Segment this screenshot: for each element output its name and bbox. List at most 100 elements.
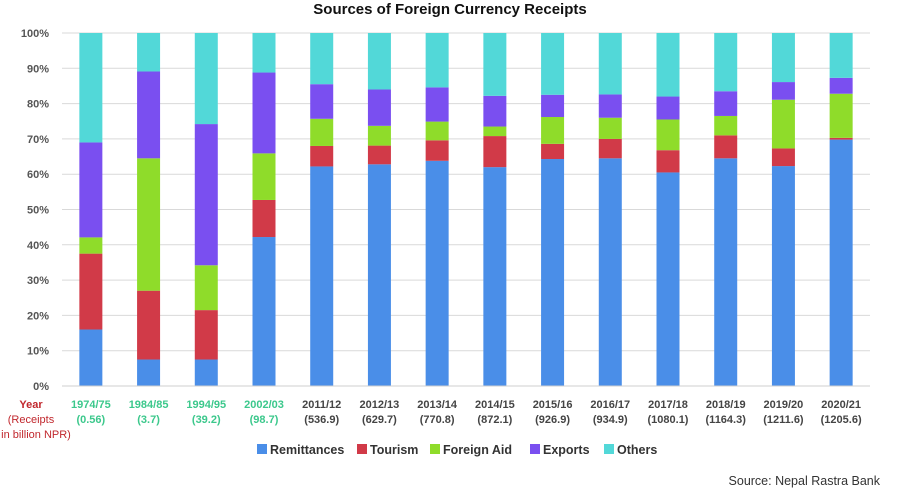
- bar-segment-remittances: [483, 167, 507, 386]
- legend-label: Others: [617, 443, 657, 457]
- bar-segment-exports: [137, 71, 161, 159]
- bar-segment-foreign-aid: [541, 117, 565, 144]
- bar-segment-others: [137, 33, 161, 72]
- y-tick-label: 100%: [21, 28, 49, 40]
- x-tick-receipts: (872.1): [477, 414, 512, 426]
- bar-segment-others: [194, 33, 218, 125]
- bar-segment-exports: [714, 91, 738, 116]
- x-tick-label: 2013/14: [417, 399, 458, 411]
- bar-segment-foreign-aid: [137, 158, 161, 291]
- bar-segment-others: [656, 33, 680, 97]
- y-axis-ticks: 0% 10% 20% 30% 40% 50% 60% 70% 80% 90% 100%: [21, 28, 49, 393]
- bar-stack: [598, 33, 622, 386]
- bar-segment-remittances: [598, 158, 622, 386]
- bar-segment-remittances: [194, 359, 218, 386]
- x-tick-receipts: (1205.6): [821, 414, 862, 426]
- x-tick-receipts: (98.7): [250, 414, 279, 426]
- bar-segment-tourism: [656, 150, 680, 173]
- bar-stack: [425, 33, 449, 386]
- bar-segment-tourism: [598, 138, 622, 159]
- x-tick-label: 2016/17: [590, 399, 630, 411]
- y-tick-label: 10%: [27, 346, 49, 358]
- x-tick-receipts: (770.8): [420, 414, 455, 426]
- x-tick-label: 1984/85: [129, 399, 169, 411]
- bar-stack: [367, 33, 391, 386]
- bar-segment-others: [483, 33, 507, 96]
- bar-segment-exports: [252, 72, 276, 154]
- bar-segment-foreign-aid: [771, 99, 795, 149]
- y-tick-label: 30%: [27, 275, 49, 287]
- bar-segment-tourism: [829, 137, 853, 140]
- bar-segment-others: [714, 33, 738, 92]
- bar-segment-exports: [829, 77, 853, 94]
- bar-segment-others: [310, 33, 334, 85]
- y-tick-label: 90%: [27, 63, 49, 75]
- x-tick-receipts: (629.7): [362, 414, 397, 426]
- bar-segment-tourism: [310, 145, 334, 167]
- bar-stack: [194, 33, 218, 386]
- x-tick-label: 1994/95: [186, 399, 226, 411]
- bar-stack: [656, 33, 680, 386]
- bar-segment-tourism: [367, 145, 391, 165]
- bars: [79, 33, 853, 386]
- bar-segment-exports: [656, 96, 680, 120]
- bar-segment-exports: [483, 95, 507, 127]
- y-tick-label: 20%: [27, 310, 49, 322]
- bar-segment-remittances: [829, 139, 853, 386]
- bar-segment-remittances: [771, 166, 795, 386]
- x-tick-label: 1974/75: [71, 399, 111, 411]
- bar-segment-foreign-aid: [79, 237, 103, 254]
- bar-segment-tourism: [194, 310, 218, 360]
- legend: Remittances Tourism Foreign Aid Exports Othe…: [257, 443, 657, 457]
- bar-segment-remittances: [425, 160, 449, 386]
- bar-segment-remittances: [252, 237, 276, 386]
- bar-segment-tourism: [541, 143, 565, 160]
- x-tick-receipts: (926.9): [535, 414, 570, 426]
- x-tick-label: 2011/12: [302, 399, 341, 411]
- bar-segment-remittances: [714, 158, 738, 386]
- bar-segment-exports: [79, 142, 103, 238]
- bar-segment-tourism: [79, 253, 103, 330]
- bar-segment-foreign-aid: [252, 153, 276, 200]
- bar-stack: [310, 33, 334, 386]
- bar-segment-remittances: [541, 159, 565, 386]
- chart-title: Sources of Foreign Currency Receipts: [313, 1, 586, 18]
- legend-label: Foreign Aid: [443, 443, 512, 457]
- bar-segment-foreign-aid: [829, 93, 853, 138]
- gridlines: [62, 32, 870, 352]
- x-tick-label: 2002/03: [244, 399, 284, 411]
- legend-label: Exports: [543, 443, 590, 457]
- bar-segment-others: [829, 33, 853, 78]
- bar-segment-foreign-aid: [310, 118, 334, 146]
- legend-swatch: [530, 444, 540, 454]
- legend-swatch: [430, 444, 440, 454]
- bar-stack: [79, 33, 103, 386]
- bar-segment-exports: [541, 94, 565, 118]
- bar-segment-exports: [310, 84, 334, 119]
- x-tick-label: 2014/15: [475, 399, 515, 411]
- legend-swatch: [257, 444, 267, 454]
- bar-segment-others: [79, 33, 103, 143]
- bar-stack: [252, 33, 276, 386]
- bar-segment-others: [771, 33, 795, 83]
- bar-stack: [483, 33, 507, 386]
- x-tick-receipts: (39.2): [192, 414, 221, 426]
- bar-segment-foreign-aid: [425, 121, 449, 141]
- x-tick-receipts: (3.7): [137, 414, 160, 426]
- x-tick-label: 2019/20: [764, 399, 804, 411]
- bar-segment-exports: [194, 124, 218, 266]
- bar-segment-others: [425, 33, 449, 88]
- legend-swatch: [357, 444, 367, 454]
- bar-segment-remittances: [310, 166, 334, 386]
- legend-swatch: [604, 444, 614, 454]
- x-tick-label: 2017/18: [648, 399, 688, 411]
- bar-segment-others: [252, 33, 276, 73]
- bar-segment-exports: [598, 94, 622, 118]
- x-tick-receipts: (1164.3): [706, 414, 747, 426]
- x-tick-receipts: (1080.1): [648, 414, 689, 426]
- x-axis-title: Year: [19, 399, 43, 411]
- bar-segment-remittances: [656, 172, 680, 386]
- legend-label: Tourism: [370, 443, 418, 457]
- bar-stack: [829, 33, 853, 386]
- bar-segment-others: [598, 33, 622, 95]
